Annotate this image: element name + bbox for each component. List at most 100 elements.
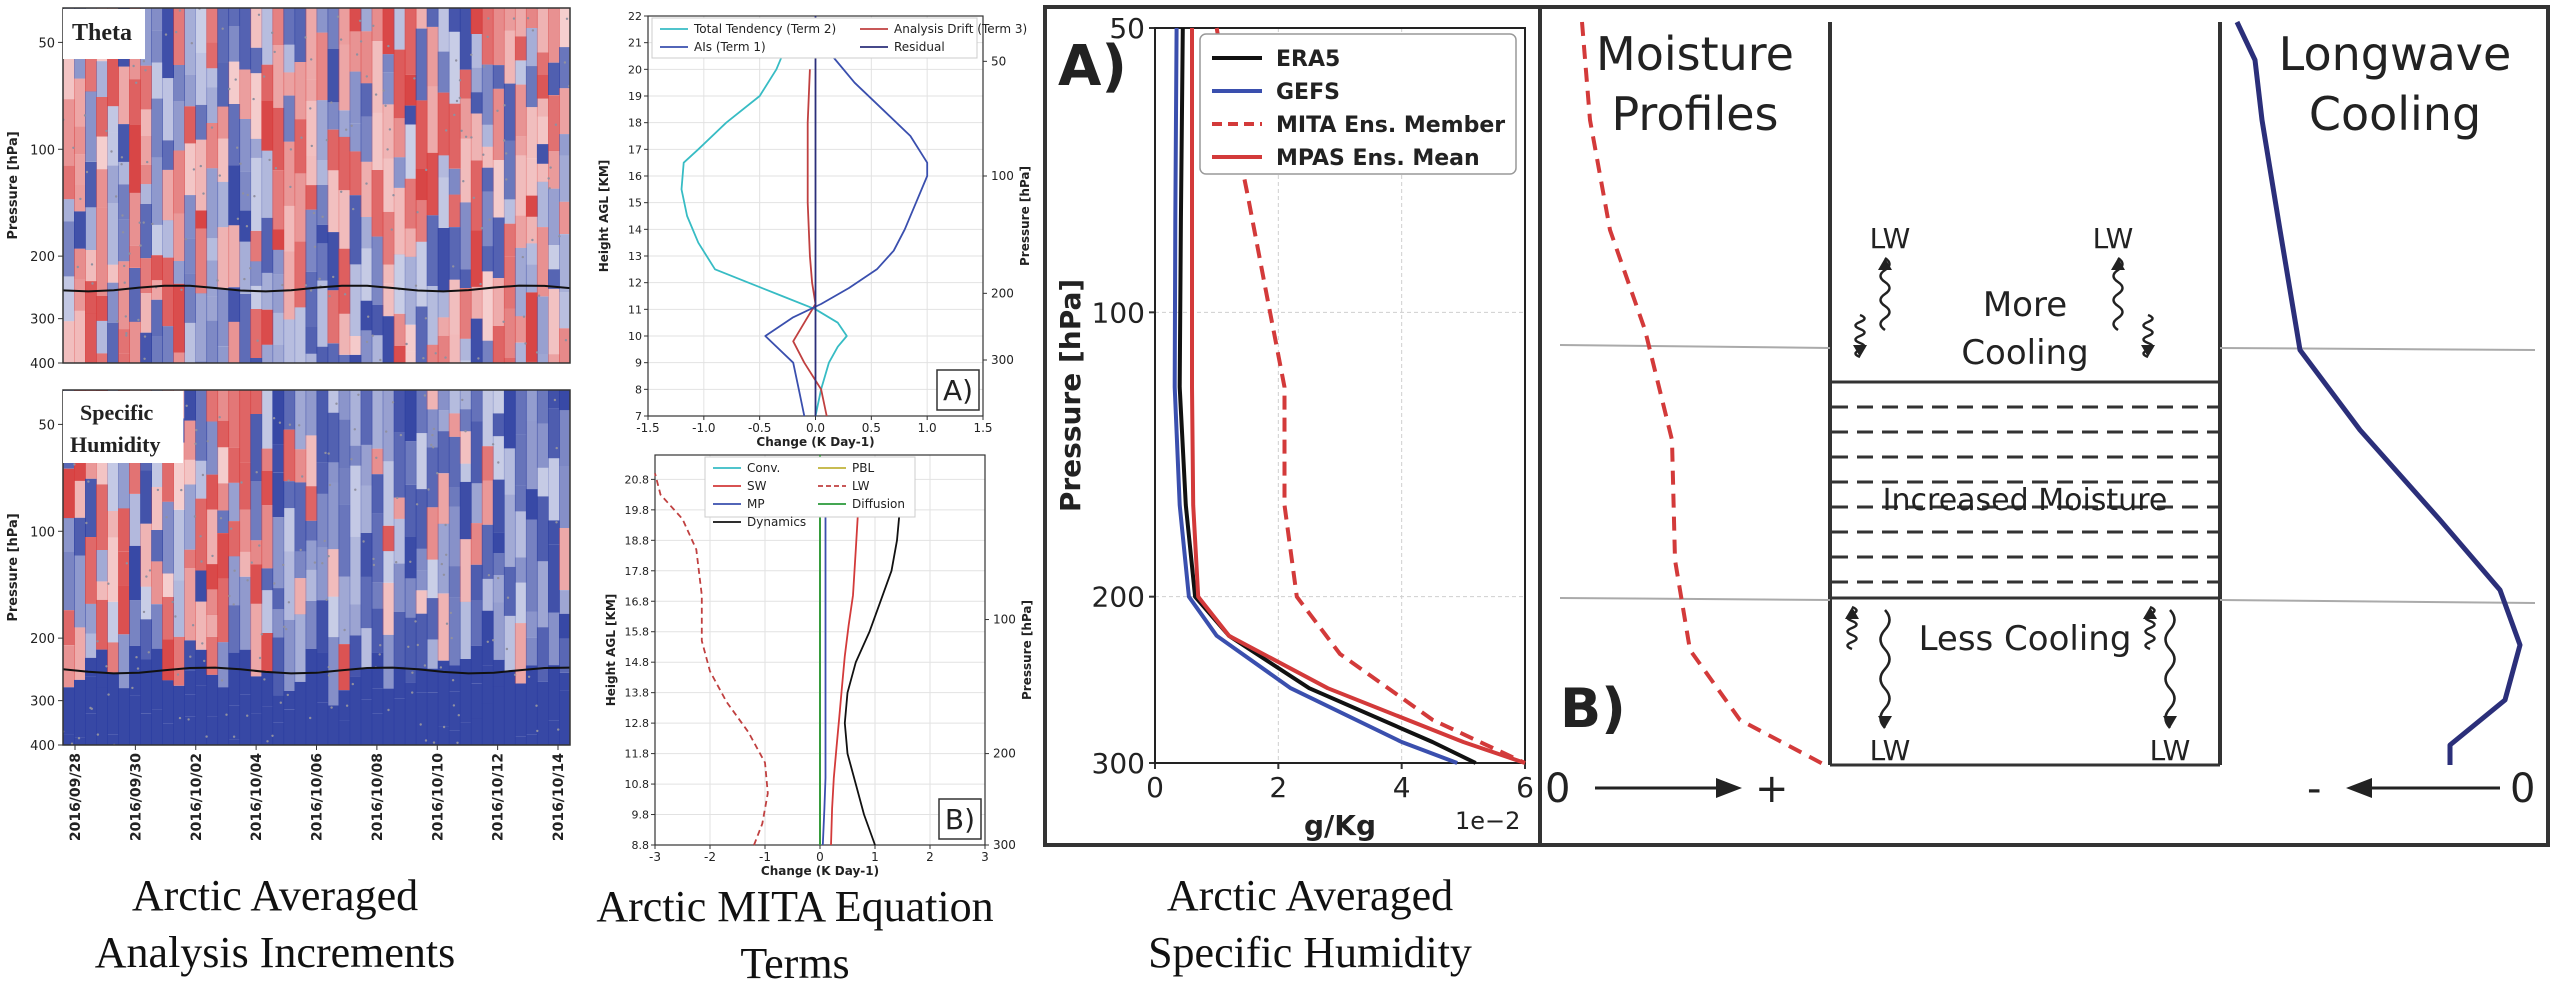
- small-wavy-line-head: [1845, 607, 1859, 619]
- heatmap-cell: [514, 623, 527, 684]
- heatmap-cell: [338, 44, 351, 111]
- y2-tick-label: 300: [993, 838, 1016, 852]
- heatmap-cell: [195, 228, 208, 294]
- heatmap-cell: [382, 72, 395, 105]
- stipple-dot: [328, 483, 332, 487]
- stipple-dot: [439, 666, 443, 669]
- heatmap-cell: [349, 123, 362, 152]
- heatmap-cell: [536, 423, 549, 468]
- stipple-dot: [553, 398, 557, 402]
- stipple-dot: [232, 603, 235, 606]
- stipple-dot: [472, 196, 476, 199]
- heatmap-cell: [470, 600, 483, 646]
- heatmap-cell: [250, 230, 263, 262]
- x-tick-label: 2016/10/12: [491, 753, 507, 841]
- stipple-dot: [457, 714, 460, 717]
- legend-label: SW: [747, 479, 767, 493]
- stipple-dot: [390, 228, 393, 231]
- heatmap-cell: [74, 211, 86, 249]
- heatmap-cell: [305, 540, 318, 570]
- heatmap-cell: [217, 483, 230, 511]
- heatmap-cell: [371, 335, 384, 363]
- stipple-dot: [419, 723, 422, 726]
- heatmap-cell: [151, 530, 163, 562]
- heatmap-cell: [525, 243, 538, 265]
- stipple-dot: [355, 53, 359, 56]
- heatmap-cell: [514, 136, 527, 156]
- heatmap-cell: [503, 615, 516, 671]
- heatmap-cell: [118, 688, 130, 745]
- heatmap-cell: [327, 482, 340, 550]
- heatmap-cell: [272, 637, 285, 696]
- heatmap-cell: [261, 448, 274, 471]
- stipple-dot: [564, 339, 568, 342]
- heatmap-cell: [525, 8, 538, 28]
- stipple-dot: [325, 598, 328, 601]
- heatmap-cell: [118, 161, 130, 185]
- series-line: [1190, 28, 1526, 765]
- heatmap-cell: [548, 245, 560, 270]
- stipple-dot: [462, 180, 465, 183]
- y-tick-label: 17: [628, 143, 642, 156]
- stipple-dot: [425, 168, 428, 172]
- heatmap-cell: [283, 709, 296, 745]
- heatmap-cell: [492, 65, 505, 89]
- heatmap-cell: [206, 238, 219, 261]
- x-tick-label: 2016/10/14: [551, 753, 567, 841]
- heatmap-cell: [548, 354, 560, 363]
- stipple-dot: [147, 651, 150, 654]
- heatmap-cell: [184, 238, 196, 274]
- heatmap-cell: [360, 444, 373, 486]
- stipple-dot: [464, 135, 468, 138]
- heatmap-cell: [261, 344, 274, 363]
- stipple-dot: [503, 104, 506, 107]
- zero-right-label: 0: [2510, 766, 2535, 812]
- y-tick-label: 300: [30, 313, 55, 328]
- longwave-profile-curve: [2234, 20, 2523, 765]
- heatmap-cell: [261, 8, 274, 65]
- heatmap-cell: [217, 138, 230, 182]
- heatmap-cell: [118, 261, 130, 330]
- heatmap-cell: [294, 715, 307, 745]
- heatmap-cell: [415, 667, 428, 693]
- heatmap-cell: [140, 293, 152, 333]
- stipple-dot: [503, 139, 506, 142]
- heatmap-cell: [437, 660, 450, 727]
- stipple-dot: [379, 358, 382, 362]
- heatmap-cell: [283, 619, 296, 691]
- heatmap-cell: [96, 581, 108, 600]
- heatmap-cell: [371, 513, 384, 583]
- heatmap-cell: [283, 429, 296, 482]
- heatmap-cell: [492, 659, 505, 687]
- heatmap-cell: [74, 154, 86, 185]
- heatmap-cell: [426, 26, 439, 87]
- y-tick-label: 50: [38, 418, 55, 433]
- heatmap-cell: [140, 8, 152, 66]
- heatmap-cell: [448, 506, 461, 567]
- heatmap-cell: [503, 30, 516, 84]
- heatmap-cell: [85, 91, 97, 162]
- stipple-dot: [236, 146, 239, 149]
- heatmap-cell: [316, 702, 329, 745]
- heatmap-cell: [459, 659, 472, 723]
- heatmap-cell: [107, 165, 119, 204]
- stipple-dot: [445, 553, 448, 556]
- stipple-dot: [452, 265, 455, 268]
- heatmap-cell: [206, 589, 219, 615]
- heatmap-cell: [129, 192, 141, 246]
- heatmap-cell: [415, 8, 428, 29]
- stipple-dot: [142, 221, 145, 224]
- heatmap-cell: [404, 124, 417, 179]
- stipple-dot: [335, 402, 338, 405]
- heatmap-cell: [195, 52, 208, 105]
- stipple-dot: [258, 544, 261, 547]
- heatmap-cell: [118, 219, 130, 262]
- heatmap-cell: [559, 155, 570, 202]
- heatmap-cell: [305, 520, 318, 541]
- reference-line: [1559, 344, 1831, 349]
- heatmap-cell: [294, 173, 307, 242]
- heatmap-cell: [338, 504, 351, 577]
- heatmap-cell: [470, 92, 483, 114]
- heatmap-cell: [514, 557, 527, 583]
- heatmap-cell: [107, 58, 119, 107]
